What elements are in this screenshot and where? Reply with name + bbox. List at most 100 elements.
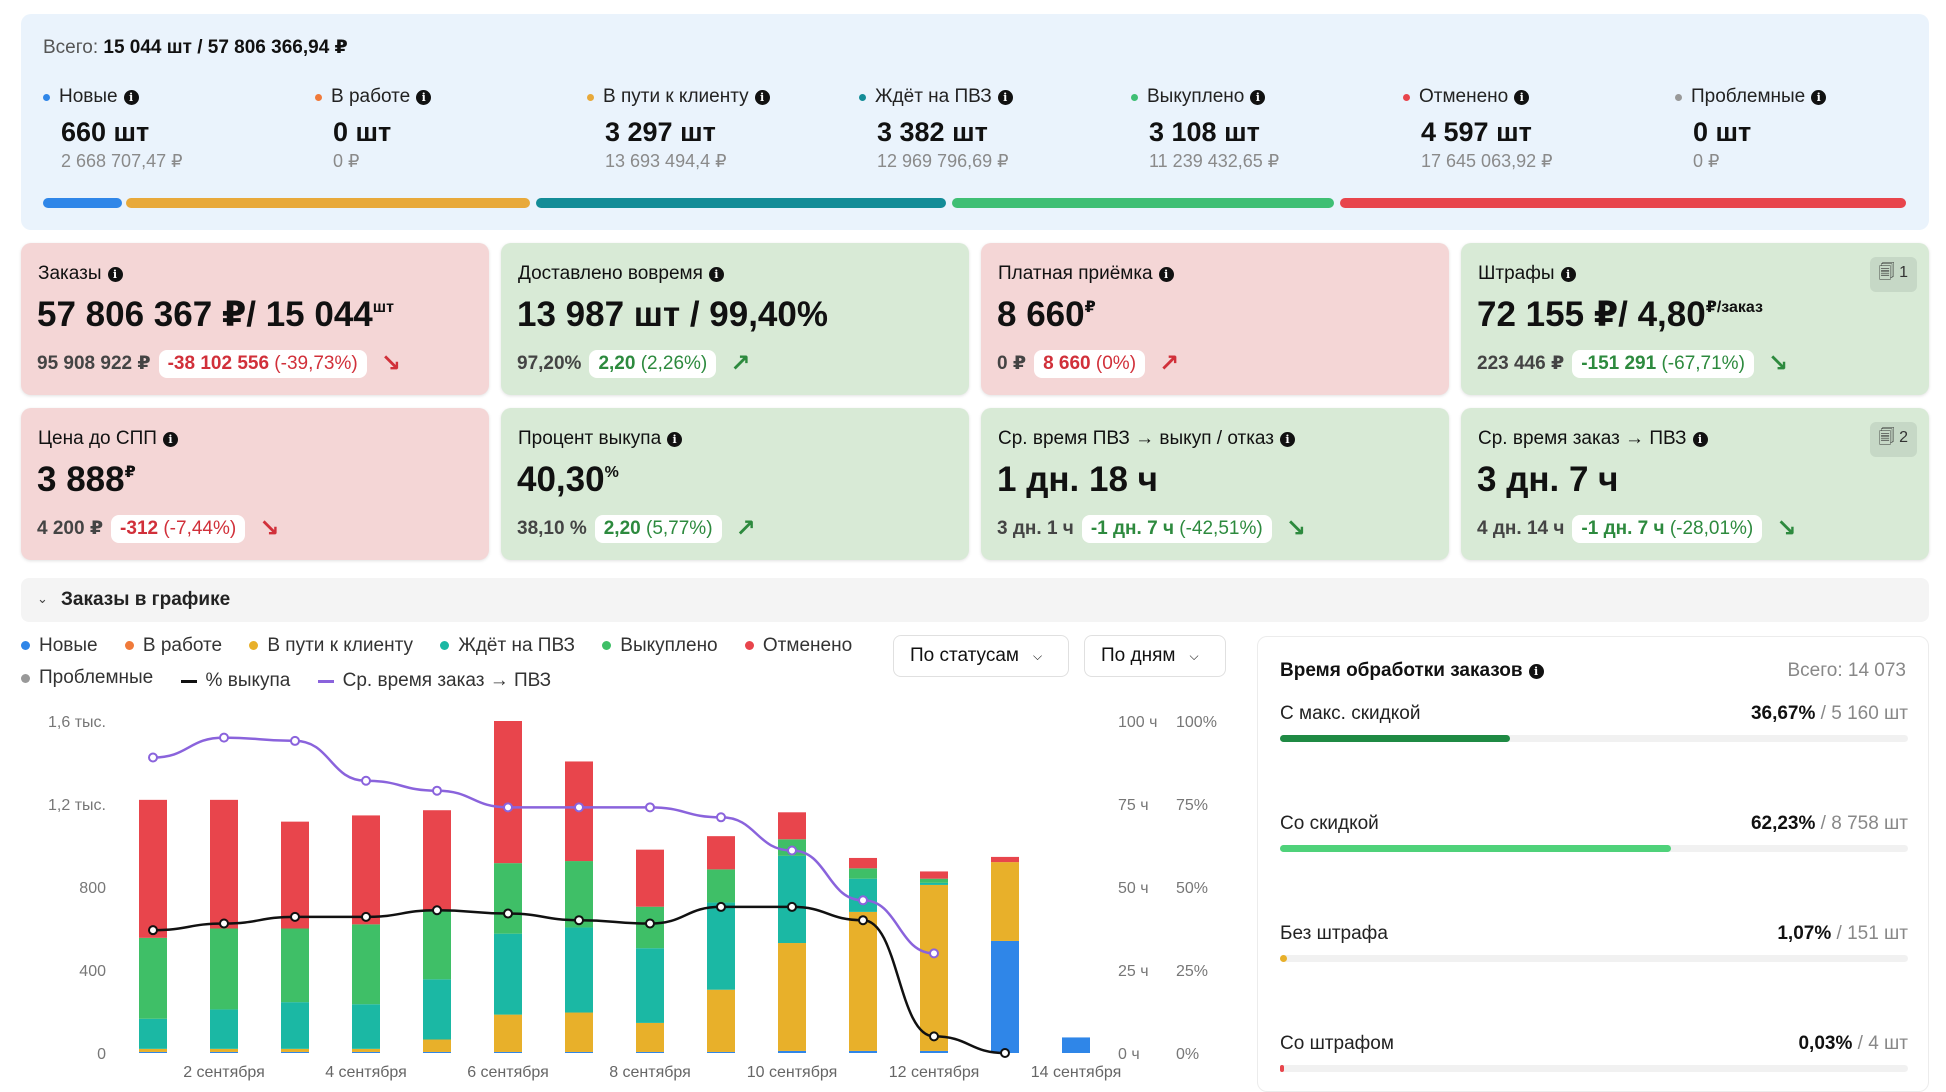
y-right-pct-tick-label: 0% — [1176, 1046, 1199, 1063]
info-icon[interactable]: i — [1560, 266, 1576, 282]
row-count: / 8 758 шт — [1820, 813, 1908, 834]
card-previous: 0 ₽ — [997, 353, 1027, 374]
info-icon[interactable]: i — [997, 89, 1013, 105]
status-count: 4 597 шт — [1421, 117, 1532, 147]
card-delta-pct: (0%) — [1095, 352, 1137, 374]
card-delta-pct: (5,77%) — [646, 517, 713, 539]
card-delta-pct: (-39,73%) — [274, 352, 358, 374]
x-tick-label: 10 сентября — [747, 1064, 838, 1081]
line-point — [574, 915, 584, 926]
line-point — [290, 911, 300, 922]
y-tick-label: 1,2 тыс. — [48, 797, 106, 814]
info-icon[interactable]: i — [1158, 266, 1174, 282]
legend-item[interactable]: В работе — [124, 634, 223, 657]
card-value: 3 888₽ — [37, 460, 136, 500]
y-right-hours-tick-label: 50 ч — [1118, 880, 1149, 897]
card-fines[interactable]: Штрафы i 🗐 1 72 155 ₽/ 4,80₽/заказ 223 44… — [1461, 243, 1929, 395]
status-waiting-pickup[interactable]: Ждёт на ПВЗ i 3 382 шт 12 969 796,69 ₽ — [859, 86, 1013, 172]
row-value: 36,67% / 5 160 шт — [1751, 703, 1908, 725]
info-icon[interactable]: i — [1279, 431, 1295, 447]
status-in-work[interactable]: В работе i 0 шт 0 ₽ — [315, 86, 432, 172]
x-tick-label: 6 сентября — [467, 1064, 549, 1081]
processing-row: Без штрафа 1,07% / 151 шт — [1280, 923, 1908, 962]
info-icon[interactable]: i — [1514, 89, 1530, 105]
bar-segment — [778, 812, 806, 840]
card-paid-acceptance[interactable]: Платная приёмка i 8 660₽ 0 ₽8 660 (0%) ↗ — [981, 243, 1449, 395]
legend-label: В работе — [142, 634, 223, 656]
card-orders[interactable]: Заказы i 57 806 367 ₽/ 15 044шт 95 908 92… — [21, 243, 489, 395]
legend-item[interactable]: Выкуплено — [602, 635, 718, 657]
info-icon[interactable]: i — [1692, 431, 1708, 447]
status-label: Проблемные — [1691, 86, 1806, 107]
info-icon[interactable]: i — [416, 89, 432, 105]
info-icon[interactable]: i — [107, 266, 123, 282]
info-icon[interactable]: i — [123, 89, 139, 105]
card-value-main: 1 дн. 18 ч — [997, 460, 1158, 499]
bar-segment — [210, 1009, 238, 1049]
legend-dot — [744, 641, 754, 650]
status-dot — [1675, 93, 1682, 101]
status-in-transit[interactable]: В пути к клиенту i 3 297 шт 13 693 494,4 … — [587, 86, 770, 172]
row-label: С макс. скидкой — [1280, 703, 1421, 724]
section-title: Заказы в графике — [61, 589, 231, 610]
progress-segment-new — [43, 198, 122, 208]
card-avg-time-pickup-to-buyout[interactable]: Ср. время ПВЗ → выкуп / отказ i 1 дн. 18 … — [981, 408, 1449, 560]
legend-item[interactable]: % выкупа — [180, 670, 290, 692]
card-delta-pct: (-28,01%) — [1669, 517, 1754, 539]
line-point — [219, 918, 229, 929]
legend-label: Ждёт на ПВЗ — [458, 634, 575, 656]
status-sum: 2 668 707,47 ₽ — [61, 151, 183, 171]
info-icon[interactable]: i — [1250, 89, 1266, 105]
card-delta: 8 660 (0%) — [1034, 349, 1146, 378]
card-value: 8 660₽ — [997, 295, 1096, 335]
status-bought[interactable]: Выкуплено i 3 108 шт 11 239 432,65 ₽ — [1131, 86, 1279, 172]
card-value-main: 8 660 — [997, 295, 1085, 334]
card-avg-time-order-to-pickup[interactable]: Ср. время заказ → ПВЗ i 🗐 2 3 дн. 7 ч 4 д… — [1461, 408, 1929, 560]
status-cancelled[interactable]: Отменено i 4 597 шт 17 645 063,92 ₽ — [1403, 86, 1553, 172]
card-title: Цена до СПП — [38, 428, 157, 449]
status-label: В пути к клиенту — [603, 86, 749, 107]
row-label: Без штрафа — [1280, 923, 1388, 944]
legend-item[interactable]: Проблемные — [21, 667, 153, 689]
card-delta-pct: (-42,51%) — [1179, 517, 1263, 539]
legend-item[interactable]: Ср. время заказ → ПВЗ — [317, 670, 551, 692]
bar-segment — [352, 1048, 380, 1052]
notes-badge[interactable]: 🗐 1 — [1869, 257, 1917, 292]
info-icon[interactable]: i — [1811, 89, 1827, 105]
legend-dot — [124, 641, 134, 650]
group-by-dropdown[interactable]: По статусам ⌵ — [893, 635, 1069, 677]
card-delivered-on-time[interactable]: Доставлено вовремя i 13 987 шт / 99,40% 9… — [501, 243, 969, 395]
legend-item[interactable]: В пути к клиенту — [249, 635, 413, 657]
legend-item[interactable]: Ждёт на ПВЗ — [440, 635, 575, 657]
status-problem[interactable]: Проблемные i 0 шт 0 ₽ — [1675, 86, 1827, 172]
info-icon[interactable]: i — [1528, 663, 1544, 679]
status-label: Ждёт на ПВЗ — [875, 86, 992, 107]
legend-dot — [249, 641, 259, 650]
card-value-unit: шт — [372, 299, 394, 316]
info-icon[interactable]: i — [667, 431, 683, 447]
period-dropdown[interactable]: По дням ⌵ — [1084, 635, 1226, 677]
section-orders-chart-header[interactable]: ⌄ Заказы в графике — [21, 578, 1929, 622]
trend-down-icon: ↘ — [1285, 515, 1306, 542]
card-buyout-percent[interactable]: Процент выкупа i 40,30% 38,10 % 2,20 (5,77… — [501, 408, 969, 560]
legend-item[interactable]: Новые — [21, 635, 98, 657]
card-delta: -1 дн. 7 ч (-28,01%) — [1572, 514, 1763, 543]
bar-segment — [565, 927, 593, 1013]
chart-legend: Новые В работе В пути к клиенту Ждёт на … — [21, 634, 891, 702]
status-new[interactable]: Новые i 660 шт 2 668 707,47 ₽ — [43, 86, 183, 172]
y-right-pct-tick-label: 25% — [1176, 963, 1208, 980]
legend-item[interactable]: Отменено — [744, 635, 852, 657]
notes-badge[interactable]: 🗐 2 — [1869, 422, 1917, 457]
bar-segment — [210, 1048, 238, 1052]
info-icon[interactable]: i — [162, 431, 178, 447]
card-price-before-spp[interactable]: Цена до СПП i 3 888₽ 4 200 ₽ -312 (-7,44%)… — [21, 408, 489, 560]
row-label: Со скидкой — [1280, 813, 1379, 834]
card-value: 3 дн. 7 ч — [1477, 460, 1619, 500]
row-pct: 1,07% — [1777, 923, 1832, 944]
card-value-main: 3 888 — [37, 460, 125, 499]
line-point — [574, 802, 584, 813]
chevron-down-icon[interactable]: ⌄ — [37, 591, 48, 606]
info-icon[interactable]: i — [754, 89, 770, 105]
x-tick-label: 2 сентября — [183, 1064, 265, 1081]
info-icon[interactable]: i — [708, 266, 724, 282]
